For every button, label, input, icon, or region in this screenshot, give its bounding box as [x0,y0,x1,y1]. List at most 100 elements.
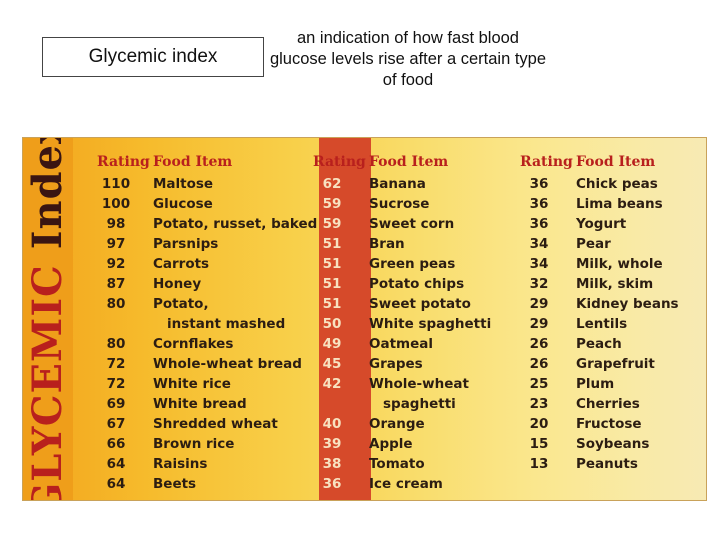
food-name-line: Plum [576,376,615,392]
food-name: Soybeans [576,434,649,454]
food-name-line: Tomato [369,456,425,472]
food-row: 98 Potato, russet, baked [97,214,318,234]
food-name-continuation: instant mashed [167,316,286,332]
rating-value: 51 [322,296,342,312]
food-name: Grapes [369,354,423,374]
food-name: Banana [369,174,426,194]
rating-value: 36 [322,476,342,492]
food-name-line: Whole-wheat [369,376,469,392]
food-name: Sucrose [369,194,429,214]
rating-value: 29 [529,296,549,312]
food-name-line: Cornflakes [153,336,234,352]
food-name-line: Honey [153,276,202,292]
food-name: Green peas [369,254,455,274]
food-row: 80 Cornflakes [97,334,317,354]
food-name-line: Carrots [153,256,210,272]
food-name-line: Sweet corn [369,216,455,232]
food-name-line: Oatmeal [369,336,433,352]
food-row: 38 Tomato [313,454,491,474]
food-name: Tomato [369,454,425,474]
food-name-line: Ice cream [369,476,443,492]
food-row: 59 Sucrose [313,194,491,214]
food-name-line: Chick peas [576,176,658,192]
food-name: Carrots [153,254,209,274]
food-row: 25 Plum [520,374,679,394]
rating-value: 59 [322,196,342,212]
rating-value: 45 [322,356,342,372]
rating-header: Rating [313,154,366,170]
rating-value: 49 [322,336,342,352]
food-name: Whole-wheat spaghetti [369,374,469,414]
food-name: Glucose [153,194,213,214]
food-row: 15 Soybeans [520,434,679,454]
food-name: Beets [153,474,196,494]
food-name-line: Shredded wheat [153,416,278,432]
food-name: White bread [153,394,247,414]
food-name: White spaghetti [369,314,491,334]
food-name-line: Green peas [369,256,456,272]
food-name-line: White spaghetti [369,316,492,332]
food-row: 34 Pear [520,234,679,254]
food-name-line: Banana [369,176,426,192]
definition-text: an indication of how fast blood glucose … [269,29,547,89]
food-column-2: Rating Food Item 62 Banana 59 Sucrose 59 Sweet … [313,154,491,494]
food-name-line: Grapes [369,356,423,372]
rating-value: 97 [106,236,126,252]
rating-value: 62 [322,176,342,192]
rating-value: 38 [322,456,342,472]
food-name-line: Beets [153,476,197,492]
food-row: 34 Milk, whole [520,254,679,274]
food-name: Yogurt [576,214,626,234]
food-name-line: Peach [576,336,622,352]
food-name: Lima beans [576,194,663,214]
food-row: 26 Grapefruit [520,354,679,374]
food-name: Whole-wheat bread [153,354,302,374]
food-name: Sweet corn [369,214,454,234]
food-name: Fructose [576,414,642,434]
food-name-line: Sweet potato [369,296,471,312]
food-name-line: Potato, [153,296,209,312]
food-name-line: Soybeans [576,436,650,452]
food-name: Plum [576,374,614,394]
food-row: 40 Orange [313,414,491,434]
food-name: Potato, instant mashed [153,294,285,334]
rating-value: 36 [529,216,549,232]
rating-value: 36 [529,196,549,212]
food-row: 69 White bread [97,394,317,414]
food-name: Orange [369,414,425,434]
food-row: 42 Whole-wheat spaghetti [313,374,491,414]
rating-value: 29 [529,316,549,332]
food-name-continuation: spaghetti [383,396,456,412]
food-name: Sweet potato [369,294,471,314]
column-header: Rating Food Item [520,154,679,174]
rating-value: 20 [529,416,549,432]
food-row: 36 Ice cream [313,474,491,494]
food-name: Potato, russet, baked [153,214,317,234]
food-row: 110 Maltose [97,174,317,194]
food-name-line: Orange [369,416,425,432]
rating-value: 13 [529,456,549,472]
food-name: Ice cream [369,474,443,494]
rating-value: 51 [322,256,342,272]
rating-value: 67 [106,416,126,432]
food-row: 59 Sweet corn [313,214,491,234]
food-name-line: Lima beans [576,196,663,212]
food-row: 51 Green peas [313,254,491,274]
food-name-line: Potato, russet, baked [153,216,318,232]
food-row: 45 Grapes [313,354,491,374]
food-name-line: Peanuts [576,456,638,472]
food-row: 72 Whole-wheat bread [97,354,317,374]
food-row: 51 Bran [313,234,491,254]
food-item-header: Food Item [369,154,449,170]
food-row: 64 Raisins [97,454,317,474]
food-row: 26 Peach [520,334,679,354]
rating-value: 34 [529,236,549,252]
rating-value: 72 [106,356,126,372]
food-name-line: Cherries [576,396,640,412]
food-row: 100 Glucose [97,194,317,214]
food-name-line: Parsnips [153,236,219,252]
rating-stripe [319,138,371,500]
food-name: Apple [369,434,413,454]
food-row: 36 Lima beans [520,194,679,214]
food-row: 92 Carrots [97,254,317,274]
